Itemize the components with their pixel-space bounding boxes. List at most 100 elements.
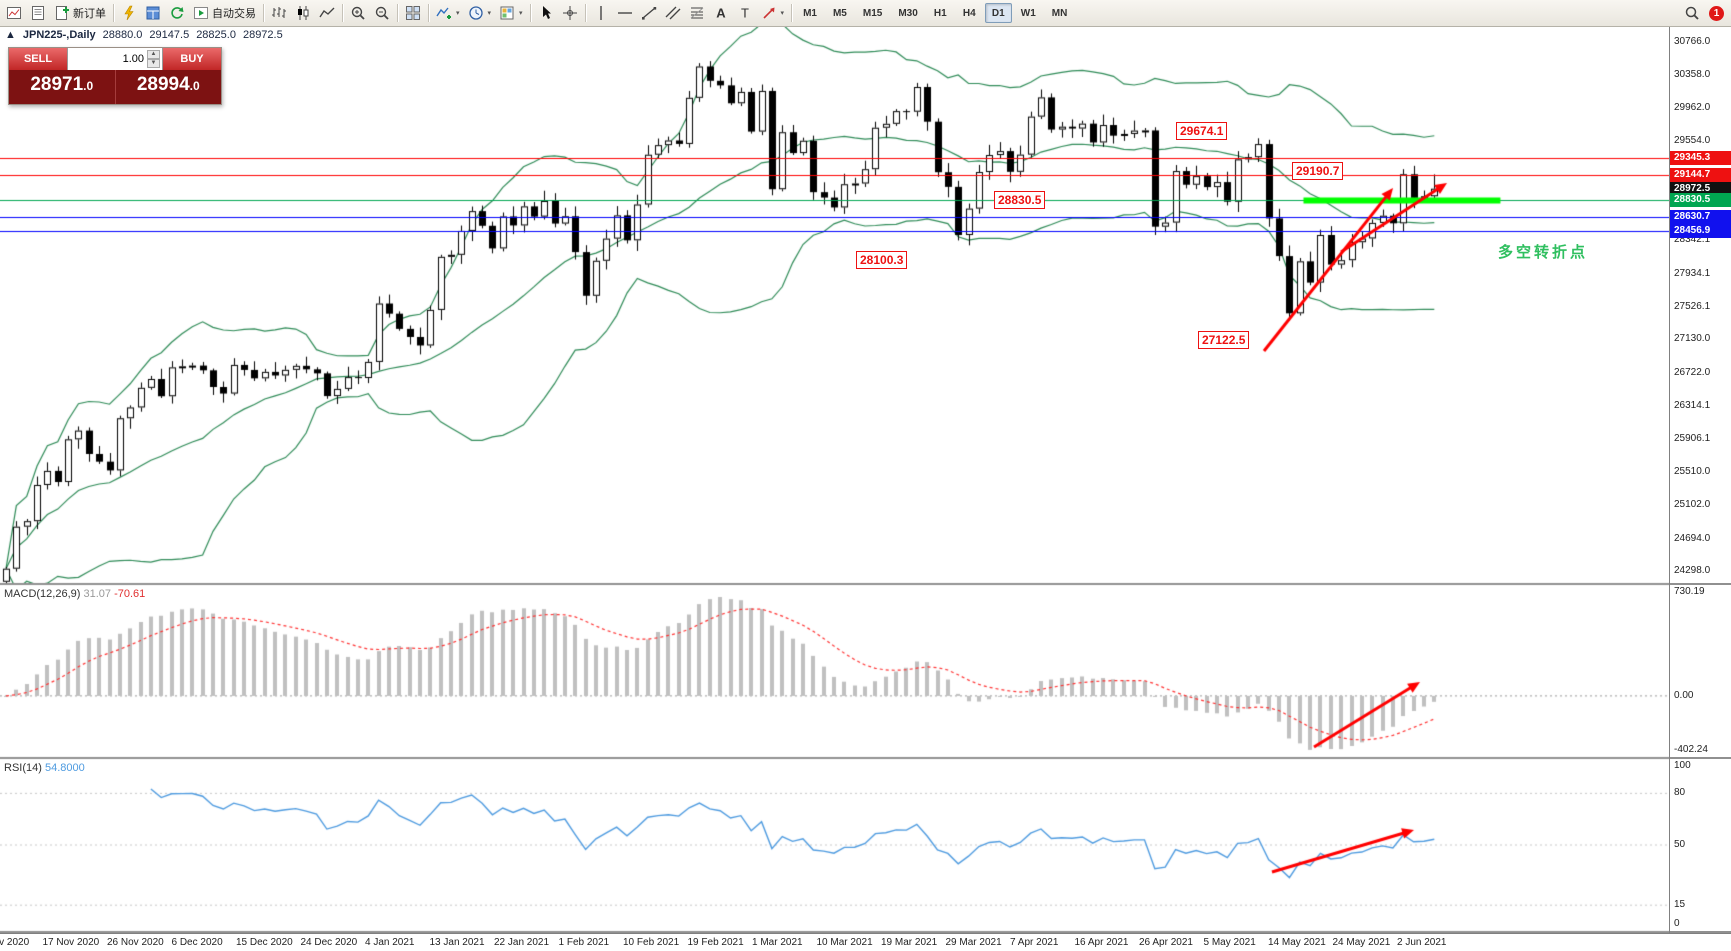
date-label: 17 Nov 2020: [42, 937, 100, 948]
macd-indicator-label: MACD(12,26,9) 31.07 -70.61: [4, 588, 145, 600]
macd-axis-tick: 0.00: [1674, 689, 1694, 701]
chart-canvas[interactable]: [0, 27, 1669, 933]
volume-up-button[interactable]: ▲: [147, 50, 160, 59]
periods-icon[interactable]: ▾: [464, 2, 496, 24]
timeframe-h4[interactable]: H4: [956, 3, 983, 23]
ohlc-open: 28880.0: [102, 29, 143, 41]
price-callout[interactable]: 28100.3: [856, 251, 908, 269]
timeframe-h1[interactable]: H1: [927, 3, 954, 23]
price-callout[interactable]: 29190.7: [1292, 161, 1344, 180]
timeframe-d1[interactable]: D1: [984, 3, 1012, 23]
rsi-axis-tick: 100: [1674, 760, 1691, 771]
rsi-axis-tick: 0: [1674, 918, 1680, 929]
price-axis[interactable]: 30766.0 30358.0 29962.0 29554.0 28342.1 27934…: [1669, 27, 1731, 933]
y-axis-tick: 26722.0: [1674, 366, 1711, 378]
notification-badge[interactable]: 1: [1709, 5, 1724, 21]
cursor-icon[interactable]: [534, 2, 558, 24]
sell-price-button[interactable]: 28971 .0: [9, 70, 116, 104]
one-click-collapse-icon[interactable]: ▲: [5, 29, 16, 41]
crosshair-icon[interactable]: [558, 2, 582, 24]
buy-button[interactable]: BUY: [163, 48, 221, 70]
date-label: 10 Mar 2021: [816, 937, 873, 948]
timeframe-mn[interactable]: MN: [1045, 3, 1075, 23]
rsi-axis-tick: 15: [1674, 899, 1686, 911]
buy-price-button[interactable]: 28994 .0: [116, 70, 222, 104]
autotrading-button[interactable]: 自动交易: [189, 2, 260, 24]
vertical-line-icon[interactable]: [589, 2, 613, 24]
date-label: 16 Apr 2021: [1074, 937, 1129, 948]
ohlc-low: 28825.0: [196, 29, 236, 41]
tile-windows-icon[interactable]: [401, 2, 425, 24]
toolbar-separator: [397, 4, 398, 22]
expert-advisors-icon[interactable]: [117, 2, 141, 24]
y-axis-tick: 25510.0: [1674, 465, 1711, 477]
date-axis[interactable]: 6 Nov 2020 17 Nov 2020 26 Nov 2020 6 Dec 20…: [0, 933, 1731, 951]
price-tag: 28456.9: [1670, 223, 1731, 238]
date-label: 1 Mar 2021: [752, 937, 803, 948]
timeframe-m5[interactable]: M5: [826, 3, 854, 23]
timeframe-m30[interactable]: M30: [891, 3, 924, 23]
volume-input[interactable]: 1.00 ▲ ▼: [67, 48, 163, 70]
rsi-name: RSI(14): [4, 762, 42, 774]
text-icon[interactable]: A: [709, 2, 733, 24]
macd-axis-tick: -402.24: [1674, 744, 1708, 755]
chart-window-icon[interactable]: [2, 2, 26, 24]
date-label: 19 Mar 2021: [881, 937, 938, 948]
price-callout[interactable]: 28830.5: [994, 191, 1046, 210]
price-tag: 29144.7: [1670, 167, 1731, 182]
volume-value: 1.00: [122, 53, 144, 65]
fibonacci-icon[interactable]: [685, 2, 709, 24]
price-callout[interactable]: 27122.5: [1198, 330, 1250, 349]
trendline-icon[interactable]: [637, 2, 661, 24]
date-label: 10 Feb 2021: [623, 937, 680, 948]
svg-text:A: A: [716, 6, 726, 21]
chart-area: ▲ JPN225-,Daily 28880.0 29147.5 28825.0 …: [0, 27, 1731, 951]
buy-price-dec: .0: [189, 79, 200, 93]
rsi-axis-tick: 50: [1674, 839, 1686, 850]
timeframe-m1[interactable]: M1: [796, 3, 824, 23]
toolbar-right: 1: [1680, 2, 1729, 24]
buy-price-int: 28994: [136, 74, 190, 95]
toolbar-separator: [791, 4, 793, 22]
date-label: 2 Jun 2021: [1397, 937, 1447, 948]
zoom-in-icon[interactable]: [346, 2, 370, 24]
date-label: 5 May 2021: [1203, 937, 1256, 948]
y-axis-tick: 28342.1: [1674, 234, 1711, 246]
volume-down-button[interactable]: ▼: [147, 59, 160, 68]
refresh-icon[interactable]: [165, 2, 189, 24]
date-label: 6 Nov 2020: [0, 937, 30, 948]
date-label: 29 Mar 2021: [945, 937, 1002, 948]
channel-icon[interactable]: [661, 2, 685, 24]
profile-icon[interactable]: [26, 2, 50, 24]
search-icon[interactable]: [1680, 2, 1704, 24]
y-axis-tick: 27526.1: [1674, 300, 1711, 312]
horizontal-line-icon[interactable]: [613, 2, 637, 24]
date-label: 24 May 2021: [1332, 937, 1391, 948]
macd-name: MACD(12,26,9): [4, 588, 81, 600]
y-axis-tick: 24694.0: [1674, 532, 1711, 544]
toolbar-separator: [428, 4, 429, 22]
zoom-out-icon[interactable]: [370, 2, 394, 24]
rsi-axis-tick: 80: [1674, 787, 1686, 799]
date-label: 15 Dec 2020: [236, 937, 293, 948]
price-callout[interactable]: 29674.1: [1176, 122, 1228, 141]
toolbar-separator: [529, 4, 531, 22]
indicators-icon[interactable]: ▾: [432, 2, 464, 24]
y-axis-tick: 27934.1: [1674, 267, 1711, 279]
label-icon[interactable]: T: [733, 2, 757, 24]
line-chart-icon[interactable]: [315, 2, 339, 24]
data-window-icon[interactable]: [141, 2, 165, 24]
timeframe-m15[interactable]: M15: [856, 3, 889, 23]
toolbar-separator: [113, 4, 114, 22]
bar-chart-icon[interactable]: [267, 2, 291, 24]
axis-separator: [1670, 931, 1731, 933]
timeframe-w1[interactable]: W1: [1014, 3, 1043, 23]
toolbar-separator: [263, 4, 264, 22]
volume-stepper: ▲ ▼: [147, 50, 160, 68]
candlestick-chart-icon[interactable]: [291, 2, 315, 24]
arrows-icon[interactable]: ▾: [757, 2, 789, 24]
templates-icon[interactable]: ▾: [495, 2, 527, 24]
axis-separator: [1670, 757, 1731, 759]
sell-button[interactable]: SELL: [9, 48, 67, 70]
new-order-button[interactable]: 新订单: [50, 2, 110, 24]
